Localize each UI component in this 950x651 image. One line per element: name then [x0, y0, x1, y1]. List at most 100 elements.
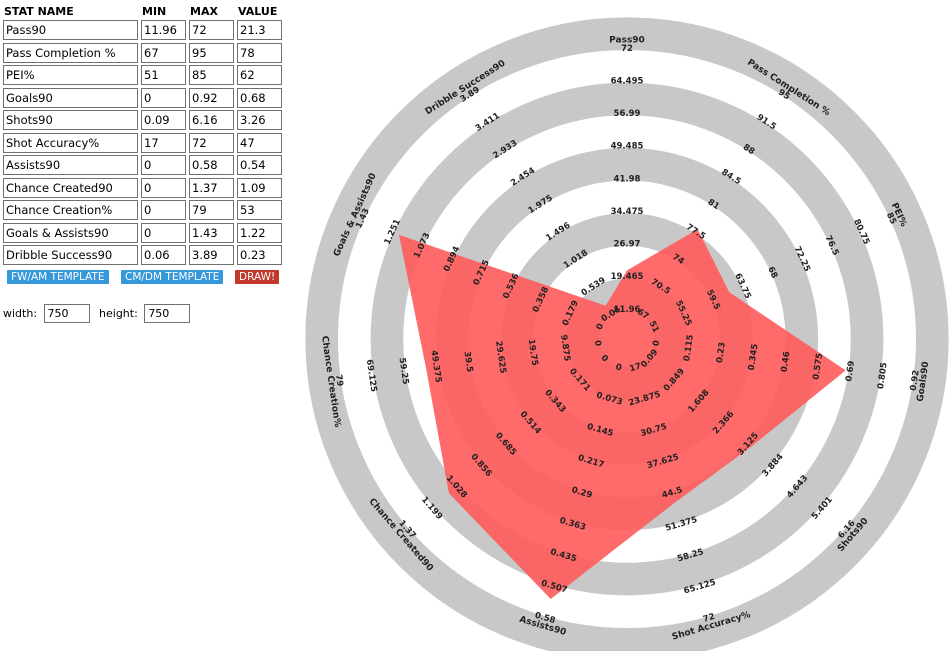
max-input[interactable]: 6.16 [189, 110, 234, 131]
table-cell: 0 [141, 199, 189, 222]
table-row: Pass90 11.96 72 21.3 [3, 19, 285, 42]
value-input[interactable]: 0.54 [237, 155, 282, 176]
max-input[interactable]: 1.37 [189, 177, 234, 198]
max-input[interactable]: 79 [189, 200, 234, 221]
axis-tick-label: 0.345 [747, 343, 761, 371]
stat-name-input[interactable]: PEI% [3, 65, 138, 86]
stat-name-input[interactable]: Pass90 [3, 20, 138, 41]
axis-tick-label: 59.25 [397, 357, 411, 385]
table-cell: 0 [141, 177, 189, 200]
axis-tick-label: 41.98 [614, 174, 641, 184]
header-min: MIN [142, 5, 167, 18]
axis-tick-label: 0.23 [715, 341, 728, 363]
axis-tick-label: 29.625 [493, 340, 508, 374]
table-cell: 0.09 [141, 109, 189, 132]
table-row: Shots90 0.09 6.16 3.26 [3, 109, 285, 132]
table-cell: 0.23 [237, 244, 285, 267]
min-input[interactable]: 17 [141, 132, 186, 153]
min-input[interactable]: 0.09 [141, 110, 186, 131]
stat-name-input[interactable]: Goals & Assists90 [3, 222, 138, 243]
min-input[interactable]: 0 [141, 87, 186, 108]
stat-name-input[interactable]: Pass Completion % [3, 42, 138, 63]
max-input[interactable]: 95 [189, 42, 234, 63]
axis-tick-label: 68 [765, 265, 779, 280]
axis-tick-label: 19.465 [611, 272, 644, 282]
min-input[interactable]: 67 [141, 42, 186, 63]
table-cell: 79 [189, 199, 237, 222]
table-row: Shot Accuracy% 17 72 47 [3, 132, 285, 155]
axis-tick-label: 85 [884, 211, 898, 226]
value-input[interactable]: 47 [237, 132, 282, 153]
value-input[interactable]: 0.23 [237, 245, 282, 266]
value-input[interactable]: 1.09 [237, 177, 282, 198]
table-cell: 1.09 [237, 177, 285, 200]
stat-name-input[interactable]: Shot Accuracy% [3, 132, 138, 153]
draw-button[interactable]: DRAW! [235, 269, 280, 284]
min-input[interactable]: 0 [141, 155, 186, 176]
max-input[interactable]: 1.43 [189, 222, 234, 243]
axis-tick-label: 0 [599, 353, 610, 364]
axis-tick-label: 0.805 [876, 362, 890, 390]
min-input[interactable]: 51 [141, 65, 186, 86]
max-input[interactable]: 72 [189, 132, 234, 153]
min-input[interactable]: 0 [141, 177, 186, 198]
table-cell: 72 [189, 132, 237, 155]
min-input[interactable]: 0.06 [141, 245, 186, 266]
width-input[interactable]: 750 [43, 304, 90, 323]
table-cell: 47 [237, 132, 285, 155]
min-input[interactable]: 0 [141, 200, 186, 221]
max-input[interactable]: 3.89 [189, 245, 234, 266]
radar-rings [305, 17, 949, 651]
stat-name-input[interactable]: Chance Creation% [3, 200, 138, 221]
stat-name-input[interactable]: Chance Created90 [3, 177, 138, 198]
min-input[interactable]: 0 [141, 222, 186, 243]
axis-tick-label: 9.875 [558, 334, 572, 362]
axis-tick-label: 34.475 [611, 207, 644, 217]
stat-name-input[interactable]: Goals90 [3, 87, 138, 108]
table-cell: 72 [189, 19, 237, 42]
value-input[interactable]: 78 [237, 42, 282, 63]
max-input[interactable]: 0.58 [189, 155, 234, 176]
stats-table: STAT NAME MIN MAX VALUE Pass90 11.96 72 21.… [3, 4, 285, 267]
table-cell: 85 [189, 64, 237, 87]
max-input[interactable]: 0.92 [189, 87, 234, 108]
radar-ring [370, 82, 884, 596]
axis-tick-label: 17 [628, 361, 642, 374]
stats-panel: STAT NAME MIN MAX VALUE Pass90 11.96 72 21.… [3, 4, 303, 323]
value-input[interactable]: 53 [237, 200, 282, 221]
table-cell: Dribble Success90 [3, 244, 141, 267]
stat-name-input[interactable]: Assists90 [3, 155, 138, 176]
table-cell: 51 [141, 64, 189, 87]
axis-tick-label: 0 [592, 340, 603, 347]
table-cell: 0.58 [189, 154, 237, 177]
axis-tick-label: 0.575 [811, 352, 825, 380]
axis-tick-label: 51 [647, 319, 661, 334]
min-input[interactable]: 11.96 [141, 20, 186, 41]
stat-name-input[interactable]: Dribble Success90 [3, 245, 138, 266]
cm-dm-template-button[interactable]: CM/DM TEMPLATE [121, 269, 224, 284]
table-cell: Shot Accuracy% [3, 132, 141, 155]
fw-am-template-button[interactable]: FW/AM TEMPLATE [7, 269, 109, 284]
table-cell: Pass Completion % [3, 42, 141, 65]
value-input[interactable]: 3.26 [237, 110, 282, 131]
size-controls: width: 750 height: 750 [3, 304, 196, 323]
axis-title: Pass90 [609, 36, 645, 46]
height-input[interactable]: 750 [144, 304, 191, 323]
value-input[interactable]: 0.68 [237, 87, 282, 108]
template-buttons: FW/AM TEMPLATE CM/DM TEMPLATE DRAW! [3, 269, 303, 286]
height-label: height: [99, 307, 138, 320]
table-cell: 0.54 [237, 154, 285, 177]
width-label: width: [3, 307, 38, 320]
axis-tick-label: 26.97 [614, 240, 641, 250]
max-input[interactable]: 72 [189, 20, 234, 41]
table-row: Chance Created90 0 1.37 1.09 [3, 177, 285, 200]
value-input[interactable]: 21.3 [237, 20, 282, 41]
radar-value-polygon [399, 229, 846, 599]
header-max: MAX [190, 5, 218, 18]
stat-name-input[interactable]: Shots90 [3, 110, 138, 131]
table-cell: 0.68 [237, 87, 285, 110]
value-input[interactable]: 1.22 [237, 222, 282, 243]
max-input[interactable]: 85 [189, 65, 234, 86]
value-input[interactable]: 62 [237, 65, 282, 86]
table-cell: 0 [141, 87, 189, 110]
